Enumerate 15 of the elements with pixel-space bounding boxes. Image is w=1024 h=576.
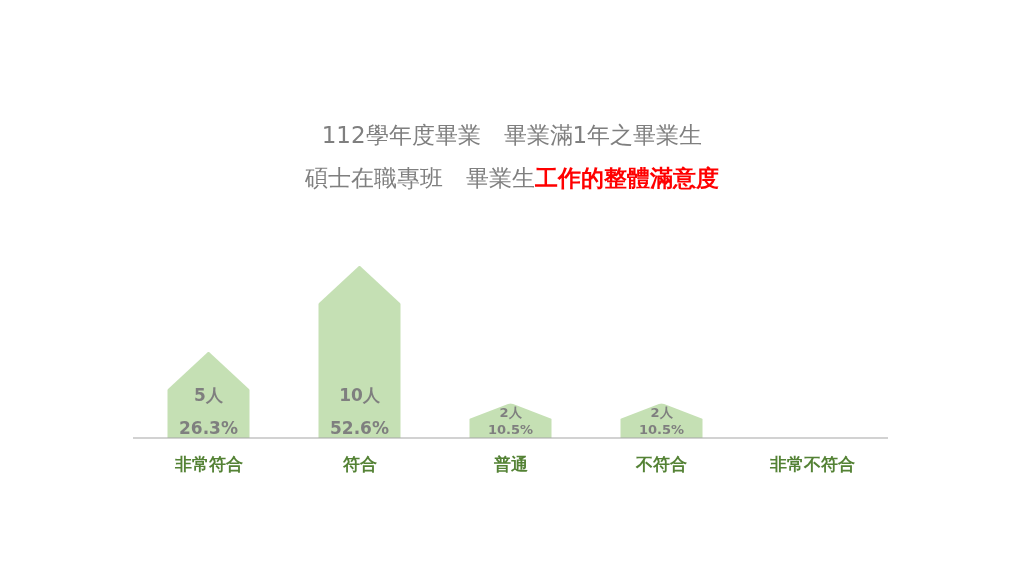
annotation: 52.6% — [330, 418, 389, 438]
data-label: 2人 — [650, 405, 674, 420]
x-tick-label: 非常不符合 — [769, 454, 855, 474]
data-label: 10人 — [339, 385, 381, 405]
x-tick-label: 普通 — [492, 454, 528, 474]
annotation: 26.3% — [179, 418, 238, 438]
chart-title: 112學年度畢業 畢業滿1年之畢業生 — [321, 122, 703, 148]
x-tick-label: 符合 — [341, 454, 377, 474]
text: 工作的整體滿意度 — [534, 165, 719, 191]
x-tick-label: 非常符合 — [173, 454, 243, 474]
data-label: 5人 — [194, 385, 224, 405]
x-tick-label: 不符合 — [635, 454, 687, 474]
annotation: 10.5% — [638, 422, 685, 437]
data-label: 2人 — [499, 405, 523, 420]
annotation: 10.5% — [487, 422, 534, 437]
